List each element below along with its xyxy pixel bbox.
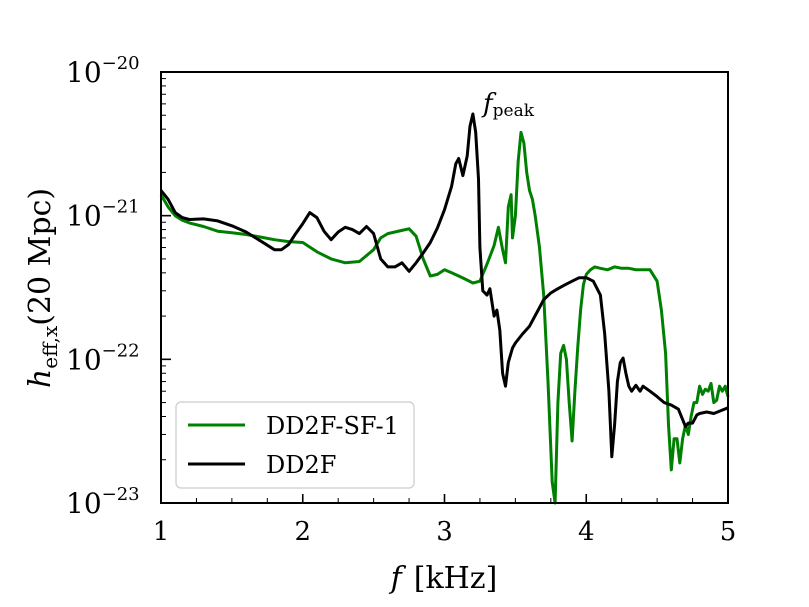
x-tick-label: 4 — [578, 517, 595, 547]
series-line-dd2f — [159, 112, 729, 459]
y-tick-label: 10−23 — [66, 484, 140, 520]
y-tick-label: 10−20 — [66, 53, 140, 89]
tick-layer: 1 2 3 4 5 10−23 10−22 10−21 10−20 — [66, 53, 736, 547]
y-tick-label: 10−22 — [66, 340, 140, 376]
y-axis-label: heff,x(20 Mpc) — [23, 188, 62, 388]
series-line-dd2f-sf-1 — [159, 130, 730, 505]
legend-label-dd2f-sf-1: DD2F-SF-1 — [266, 412, 399, 440]
series-layer — [159, 112, 730, 505]
x-axis-label: f [kHz] — [389, 561, 498, 596]
plot-frame — [160, 71, 729, 504]
y-tick-label: 10−21 — [66, 197, 140, 233]
x-tick-label: 1 — [153, 517, 170, 547]
peak-annotation: fpeak — [481, 89, 535, 121]
x-tick-label: 3 — [436, 517, 453, 547]
x-tick-label: 2 — [294, 517, 311, 547]
x-tick-label: 5 — [720, 517, 737, 547]
legend-label-dd2f: DD2F — [266, 451, 336, 479]
legend: DD2F-SF-1 DD2F — [175, 401, 415, 489]
